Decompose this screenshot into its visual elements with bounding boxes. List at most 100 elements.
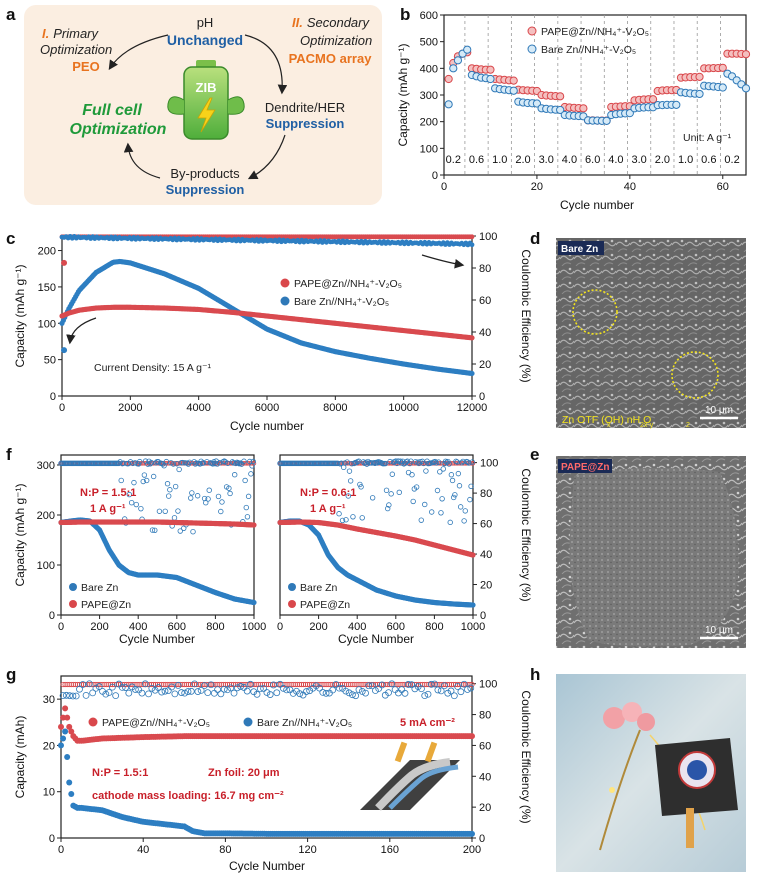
panel-g-loading: cathode mass loading: 16.7 mg cm⁻² (92, 790, 284, 802)
ce-point (161, 687, 169, 695)
panel-g-letter: g (6, 665, 16, 684)
ce-point (102, 690, 110, 698)
panel-c-legend-blue: Bare Zn//NH₄⁺-V₂O₅ (294, 296, 389, 308)
x-tick-label: 40 (137, 844, 149, 856)
ce-point (247, 680, 254, 688)
highlight-circle-2 (671, 351, 719, 399)
data-point (60, 735, 67, 742)
y-tick-label: 600 (420, 10, 438, 22)
ce-point (233, 684, 241, 692)
y-tick-label: 0 (432, 170, 438, 182)
ce-point (235, 460, 241, 466)
ce-point (372, 687, 379, 694)
sem-image-pape-zn (569, 467, 739, 647)
ce-point (219, 499, 225, 505)
ce-point (59, 692, 67, 699)
y-tick-label: 0 (49, 610, 55, 622)
ce-point (145, 690, 152, 698)
ce-point (345, 493, 352, 499)
ce-point (72, 692, 80, 700)
data-point (469, 830, 475, 837)
ce-point (439, 496, 445, 502)
y-tick-label: 50 (44, 355, 56, 367)
panel-f-ylabel: Capacity (mAh g⁻¹) (13, 483, 27, 586)
primary-line1: I. Primary (42, 26, 100, 41)
panel-c-y2label: Coulombic Efficiency (%) (519, 249, 533, 382)
ce-point (273, 689, 281, 697)
y2-tick-label: 0 (479, 391, 485, 403)
ce-point (244, 514, 251, 520)
ce-point (171, 515, 178, 521)
y2-tick-label: 0 (479, 833, 485, 845)
ce-point (148, 684, 156, 692)
ce-point (168, 683, 175, 691)
data-point (695, 72, 704, 81)
panel-g-legend-blue: Bare Zn//NH₄⁺-V₂O₅ (257, 717, 352, 729)
y2-tick-label: 100 (479, 679, 497, 691)
ce-point (131, 686, 139, 693)
ce-point (247, 458, 253, 465)
ce-point (228, 461, 234, 466)
ce-point (348, 691, 356, 699)
ce-point (92, 684, 100, 692)
panel-b-legend-blue-marker (527, 44, 537, 54)
ce-point (165, 493, 172, 499)
ce-point (344, 459, 350, 465)
ce-point (339, 517, 346, 524)
ce-point (468, 483, 474, 489)
unchanged-label: Unchanged (167, 32, 243, 48)
panel-d-sub-2xy: 2x-y (640, 422, 654, 429)
ce-point (437, 687, 445, 695)
panel-f-right-frame (279, 454, 474, 616)
ce-point (194, 493, 201, 499)
panel-c-arrow-left (66, 317, 97, 345)
flower-1 (603, 707, 625, 729)
ce-point (457, 504, 464, 510)
ce-point (350, 514, 356, 520)
ce-point (205, 496, 211, 502)
byproducts-suppression: Suppression (166, 182, 245, 197)
y2-tick-label: 100 (479, 231, 497, 243)
ce-point (462, 508, 468, 514)
rate-label: 3.0 (631, 154, 646, 166)
panel-c-ylabel: Capacity (mAh g⁻¹) (13, 264, 27, 367)
data-point (62, 728, 69, 735)
ce-point (197, 686, 205, 694)
data-point (556, 105, 565, 115)
panel-b-unit-note: Unit: A g⁻¹ (683, 132, 732, 144)
ce-point (418, 517, 424, 523)
ce-point (427, 460, 434, 466)
ce-point (428, 509, 435, 515)
y-tick-label: 100 (420, 143, 438, 155)
panel-c-xlabel: Cycle number (230, 419, 304, 433)
ce-point (227, 684, 235, 692)
panel-g-foil: Zn foil: 20 μm (208, 767, 280, 779)
data-point (470, 602, 476, 608)
ce-point (447, 687, 455, 695)
x-tick-label: 1000 (461, 621, 485, 633)
ce-point (437, 469, 443, 475)
ce-point (469, 234, 475, 240)
ce-point (200, 460, 207, 466)
panel-f-right-legend-blue: Bare Zn (300, 582, 338, 594)
ce-point (270, 681, 277, 689)
ce-point (201, 682, 208, 690)
panel-f-letter: f (6, 445, 12, 464)
ce-point (467, 681, 473, 688)
ce-point (227, 490, 233, 497)
panel-c-arrow-right (421, 254, 465, 269)
ce-point (164, 481, 171, 487)
ce-point (243, 504, 249, 511)
x-tick-label: 4000 (186, 402, 210, 414)
ce-point (396, 489, 402, 496)
panel-d-scale-label: 10 μm (705, 405, 733, 416)
ce-point (204, 689, 212, 697)
ce-point (191, 680, 198, 688)
ce-point (435, 459, 442, 465)
data-point (741, 50, 751, 59)
ce-point (355, 686, 363, 694)
ce-point (128, 500, 135, 506)
data-point (718, 83, 727, 92)
panel-f-left-ticks: 0 200 400 600 800 1000 0 100 200 300 (37, 460, 267, 633)
